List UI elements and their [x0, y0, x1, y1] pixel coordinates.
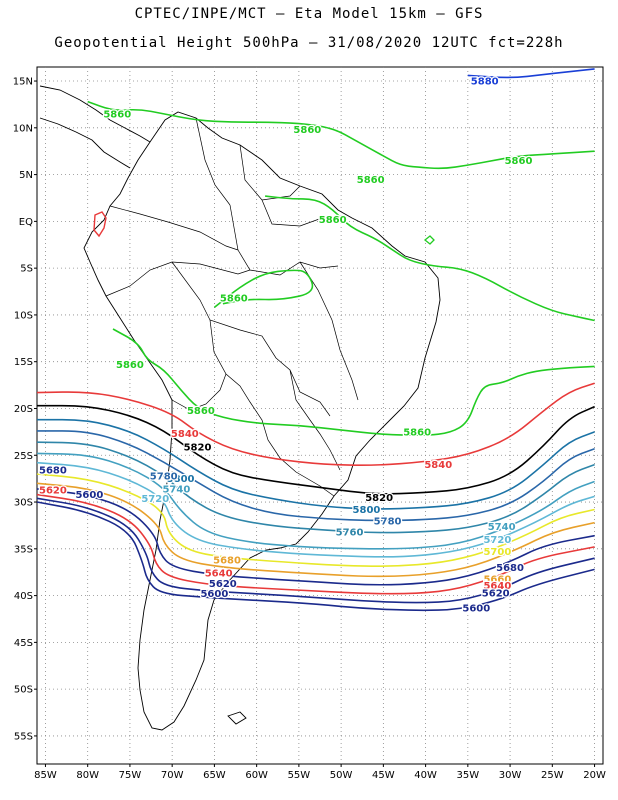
y-tick-label: 45S: [14, 638, 33, 649]
central-america-coastline-south: [39, 117, 131, 169]
contour-label: 5600: [462, 603, 490, 614]
contour-label: 5660: [483, 574, 511, 585]
y-tick-label: 5S: [20, 264, 33, 275]
longitude-ticks: 85W 80W 75W 70W 65W 60W 55W 50W 45W 40W 35W 30W 25W 2…: [34, 764, 606, 781]
y-tick-label: 5N: [19, 170, 33, 181]
contour-label: 5720: [483, 535, 511, 546]
contour-5600: [36, 501, 595, 612]
y-tick-label: 40S: [14, 591, 33, 602]
contour-5800: [37, 418, 595, 510]
contour-5860: [213, 269, 314, 309]
ecuador-closed-contour: [93, 211, 107, 238]
small-green-loop: [423, 235, 435, 245]
contour-5640: [36, 493, 595, 595]
contour-5740: [36, 452, 595, 550]
contour-label: 5680: [496, 563, 524, 574]
contour-label: 5860: [116, 360, 144, 371]
y-tick-label: 30S: [14, 498, 33, 509]
x-tick-label: 65W: [203, 770, 226, 781]
contour-label-edge: 5620: [39, 485, 67, 496]
contour-label-edge: 5680: [39, 466, 67, 477]
contour-label: 5600: [75, 490, 103, 501]
height-contours: [36, 68, 595, 612]
contour-label: 5860: [403, 427, 431, 438]
contour-label: 5840: [171, 429, 199, 440]
contour-5860: [112, 328, 595, 437]
x-tick-label: 35W: [457, 770, 480, 781]
x-tick-label: 40W: [414, 770, 437, 781]
contour-label: 5860: [220, 294, 248, 305]
contour-label: 5740: [488, 522, 516, 533]
contour-label: 5860: [187, 406, 215, 417]
x-tick-label: 75W: [119, 770, 142, 781]
contour-label: 5800: [167, 474, 195, 485]
latitude-ticks: 15N 10N 5N EQ 5S 10S 15S 20S 25S 30S 35S 40S 45S 50S 5…: [13, 77, 37, 742]
falkland-islands: [227, 711, 247, 725]
y-tick-label: 15S: [14, 357, 33, 368]
contour-label: 5780: [150, 471, 178, 482]
contour-5760: [36, 441, 595, 534]
contour-label: 5640: [483, 581, 511, 592]
y-tick-label: 10N: [13, 123, 33, 134]
contour-label: 5680: [213, 556, 241, 567]
y-tick-label: 35S: [14, 544, 33, 555]
y-tick-label: 15N: [13, 77, 33, 88]
contour-5620: [36, 497, 595, 604]
contour-label: 5720: [141, 494, 169, 505]
y-tick-label: 55S: [14, 731, 33, 742]
contour-5880: [467, 68, 595, 79]
y-tick-label: 25S: [14, 451, 33, 462]
x-tick-label: 20W: [583, 770, 606, 781]
contour-5680: [36, 482, 595, 578]
contour-label: 5760: [336, 527, 364, 538]
map-frame: [36, 66, 604, 765]
contour-label: 5620: [209, 579, 237, 590]
contour-label: 5860: [103, 109, 131, 120]
contour-5860: [87, 100, 595, 170]
x-tick-label: 25W: [541, 770, 564, 781]
contour-label: 5600: [200, 589, 228, 600]
contour-label: 5820: [184, 442, 212, 453]
contour-label: 5860: [357, 175, 385, 186]
contour-label: 5780: [374, 516, 402, 527]
contour-label: 5840: [424, 460, 452, 471]
map-title-line2: Geopotential Height 500hPa – 31/08/2020 …: [54, 35, 564, 51]
x-tick-label: 30W: [499, 770, 522, 781]
x-tick-label: 60W: [245, 770, 268, 781]
x-tick-label: 50W: [330, 770, 353, 781]
contour-label: 5820: [365, 493, 393, 504]
contour-5700: [36, 473, 595, 567]
x-tick-label: 85W: [34, 770, 57, 781]
x-tick-label: 80W: [76, 770, 99, 781]
contour-5780: [37, 430, 595, 522]
y-tick-label: 50S: [14, 685, 33, 696]
contour-5860: [265, 195, 595, 322]
x-tick-label: 45W: [372, 770, 395, 781]
contour-label: 5640: [205, 569, 233, 580]
contour-label: 5800: [353, 505, 381, 516]
contour-label: 5740: [162, 484, 190, 495]
contour-5840: [36, 382, 595, 466]
contour-label: 5700: [483, 547, 511, 558]
x-tick-label: 55W: [288, 770, 311, 781]
contour-5660: [36, 488, 595, 586]
country-borders: [105, 117, 359, 497]
contour-label: 5860: [505, 156, 533, 167]
y-tick-label: 10S: [14, 310, 33, 321]
y-tick-label: EQ: [19, 217, 33, 228]
contour-5720: [36, 461, 595, 558]
contour-label: 5620: [482, 588, 510, 599]
contour-label: 5860: [319, 215, 347, 226]
contour-labels: 5880 5860 5860 5860 5860 5860 5860 5860 5860 5860…: [38, 75, 534, 615]
contour-label: 5880: [471, 77, 499, 88]
contour-label: 5860: [293, 125, 321, 136]
contour-5820: [37, 404, 595, 495]
grid-lines: [37, 67, 603, 764]
map-title-line1: CPTEC/INPE/MCT – Eta Model 15km – GFS: [134, 6, 484, 22]
central-america-coastline: [39, 85, 151, 143]
y-tick-label: 20S: [14, 404, 33, 415]
x-tick-label: 70W: [161, 770, 184, 781]
south-america-coastline: [83, 111, 441, 731]
